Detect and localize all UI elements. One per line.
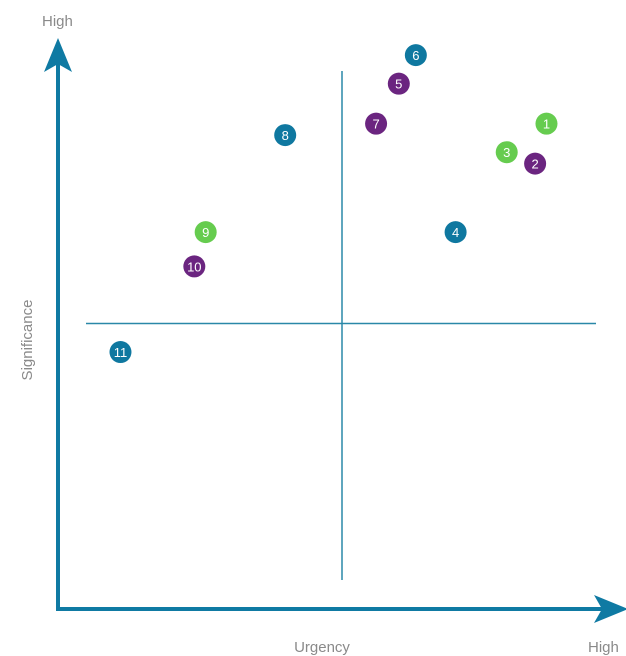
y-axis-title: Significance: [19, 300, 36, 381]
data-point-1: 1: [535, 112, 558, 135]
data-point-label: 3: [503, 145, 510, 160]
data-point-label: 1: [543, 117, 550, 132]
data-point-marker: [183, 255, 206, 278]
data-point-9: 9: [194, 221, 217, 244]
data-point-marker: [535, 112, 558, 135]
x-axis-arrowhead: [594, 595, 626, 623]
y-axis-high-label: High: [42, 13, 73, 30]
data-point-marker: [274, 124, 297, 147]
data-point-7: 7: [365, 112, 388, 135]
data-point-label: 2: [532, 157, 539, 172]
data-point-label: 4: [452, 225, 459, 240]
data-point-label: 8: [282, 128, 289, 143]
data-point-marker: [404, 44, 427, 67]
data-point-label: 6: [412, 48, 419, 63]
y-axis-arrowhead: [44, 38, 72, 72]
data-point-marker: [109, 341, 132, 364]
data-point-6: 6: [404, 44, 427, 67]
data-point-label: 11: [114, 345, 128, 360]
data-point-marker: [524, 152, 547, 175]
data-point-4: 4: [444, 221, 467, 244]
data-point-label: 9: [202, 225, 209, 240]
data-point-label: 10: [187, 259, 201, 274]
data-point-marker: [444, 221, 467, 244]
data-point-label: 5: [395, 77, 402, 92]
data-point-3: 3: [495, 141, 518, 164]
axes: [44, 38, 626, 623]
data-point-10: 10: [183, 255, 206, 278]
x-axis-title: Urgency: [294, 639, 350, 656]
data-point-5: 5: [387, 72, 410, 95]
data-point-8: 8: [274, 124, 297, 147]
data-point-11: 11: [109, 341, 132, 364]
x-axis-high-label: High: [588, 639, 619, 656]
data-points: 1 2 3 4 56 7 8 9 10 11: [109, 44, 558, 364]
data-point-2: 2: [524, 152, 547, 175]
data-point-marker: [365, 112, 388, 135]
data-point-marker: [495, 141, 518, 164]
data-point-marker: [387, 72, 410, 95]
data-point-marker: [194, 221, 217, 244]
data-point-label: 7: [372, 117, 379, 132]
